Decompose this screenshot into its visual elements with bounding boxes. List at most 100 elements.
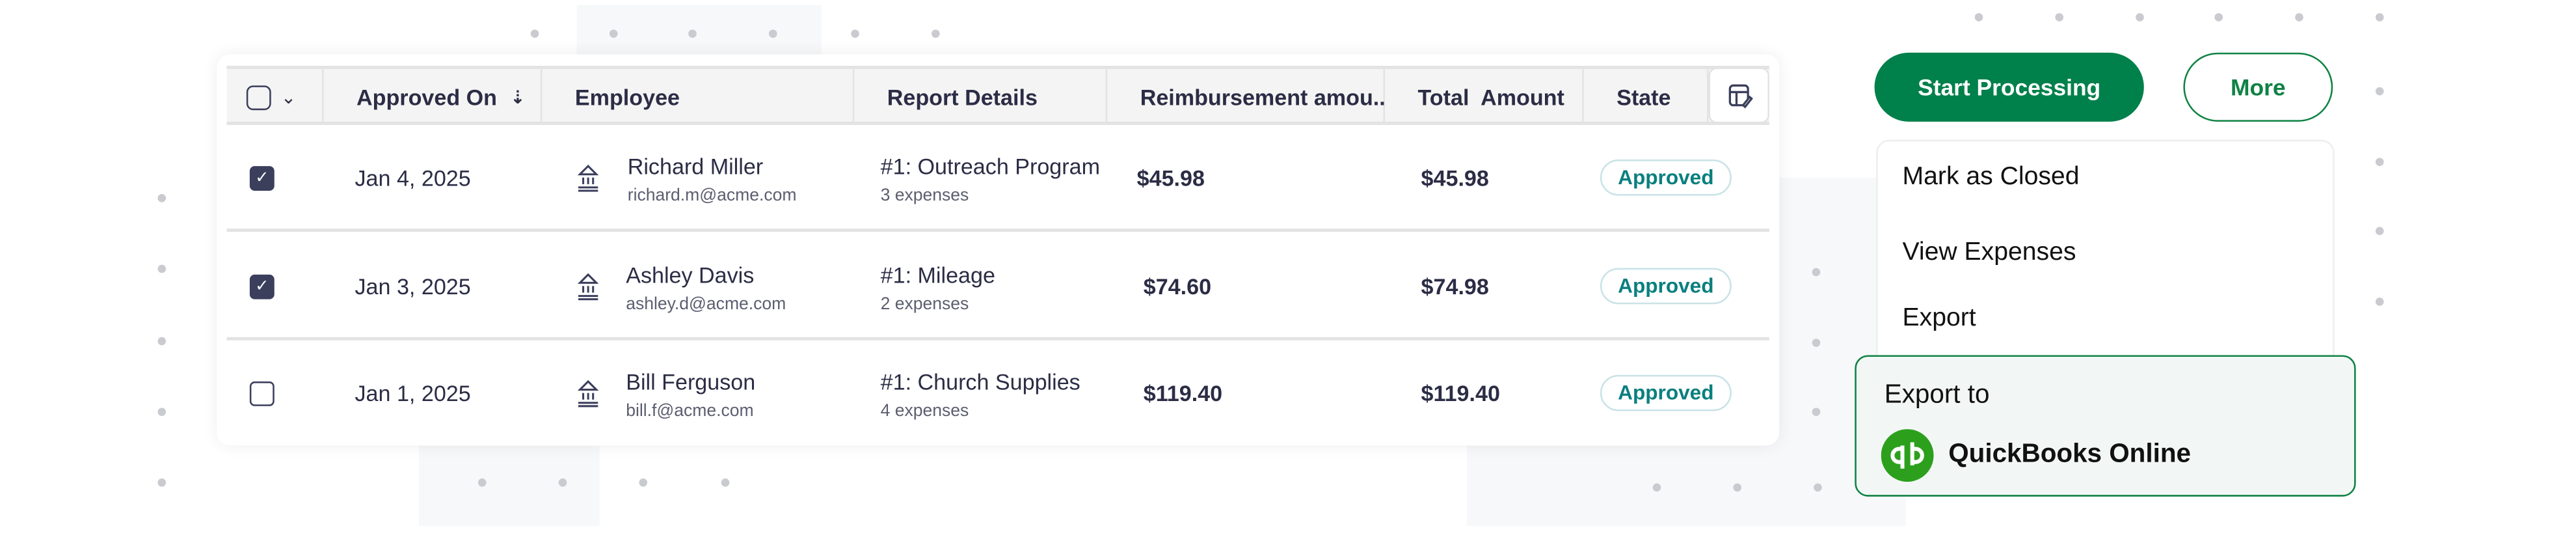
decorative-dot (157, 264, 165, 272)
table-edit-icon (1728, 84, 1752, 109)
table-row[interactable]: ✓ Jan 4, 2025 Richard Miller richard.m@ac… (226, 125, 1769, 232)
decorative-dot (1732, 482, 1741, 491)
reimbursement-amount: $119.40 (1143, 381, 1223, 406)
more-menu: Mark as Closed View Expenses Export (1876, 139, 2335, 370)
row-checkbox[interactable] (249, 381, 275, 406)
decorative-dot (2374, 226, 2383, 234)
decorative-dot (2374, 296, 2383, 305)
decorative-dot (2294, 12, 2303, 21)
reimbursement-amount: $74.60 (1143, 273, 1212, 299)
decorative-dot (1974, 12, 1983, 21)
export-submenu: Export to QuickBooks Online (1855, 355, 2356, 497)
menu-item-view-expenses[interactable]: View Expenses (1902, 238, 2076, 267)
employee-name[interactable]: Bill Ferguson (626, 370, 756, 395)
table-header: ⌄ Approved On ⇣ Employee Report Details R… (226, 66, 1769, 125)
decorative-dot (2374, 86, 2383, 95)
decorative-dot (850, 29, 859, 37)
decorative-dot (2214, 12, 2222, 21)
sort-descending-icon[interactable]: ⇣ (510, 88, 526, 108)
decorative-dot (2374, 12, 2383, 21)
decorative-dot (1812, 482, 1821, 491)
decorative-dot (1652, 482, 1661, 491)
decorative-dot (930, 29, 939, 37)
employee-name[interactable]: Ashley Davis (626, 262, 755, 287)
status-badge: Approved (1600, 374, 1732, 411)
report-cell: #1: Church Supplies 4 expenses (881, 370, 1080, 421)
report-cell: #1: Mileage 2 expenses (881, 262, 995, 313)
col-reimbursement[interactable]: Reimbursement amou.. (1107, 69, 1386, 125)
employee-email: richard.m@acme.com (627, 186, 797, 206)
column-settings-button[interactable] (1708, 67, 1769, 124)
bg-block (419, 436, 600, 527)
col-total-amount[interactable]: Total Amount (1385, 69, 1584, 125)
decorative-dot (2374, 157, 2383, 165)
decorative-dot (608, 29, 617, 37)
decorative-dot (157, 477, 165, 486)
approved-date: Jan 3, 2025 (355, 273, 471, 299)
employee-name[interactable]: Richard Miller (627, 154, 764, 180)
row-checkbox[interactable]: ✓ (249, 166, 275, 191)
decorative-dot (157, 336, 165, 345)
reimbursement-amount: $45.98 (1136, 166, 1205, 191)
col-label: State (1617, 85, 1671, 109)
decorative-dot (557, 477, 567, 486)
decorative-dot (638, 477, 647, 486)
expense-count: 3 expenses (880, 186, 969, 206)
report-title[interactable]: #1: Church Supplies (880, 370, 1080, 395)
col-report-details[interactable]: Report Details (854, 69, 1108, 125)
chevron-down-icon[interactable]: ⌄ (280, 88, 297, 108)
quickbooks-label: QuickBooks Online (1948, 440, 2191, 469)
bank-icon (577, 272, 599, 299)
report-title[interactable]: #1: Mileage (880, 262, 995, 287)
table-row[interactable]: Jan 1, 2025 Bill Ferguson bill.f@acme.com… (227, 341, 1769, 447)
decorative-dot (2134, 12, 2143, 21)
menu-item-export[interactable]: Export (1902, 304, 1976, 333)
more-button[interactable]: More (2183, 52, 2333, 122)
decorative-dot (1811, 407, 1819, 415)
bank-icon (577, 380, 599, 408)
report-cell: #1: Outreach Program 3 expenses (881, 154, 1100, 205)
expense-count: 4 expenses (880, 401, 969, 421)
row-checkbox[interactable]: ✓ (249, 273, 275, 299)
total-amount: $74.98 (1421, 273, 1489, 299)
decorative-dot (2054, 12, 2063, 21)
decorative-dot (1811, 337, 1819, 346)
decorative-dot (768, 29, 777, 37)
employee-email: bill.f@acme.com (626, 401, 754, 421)
report-title[interactable]: #1: Outreach Program (880, 154, 1101, 180)
col-employee[interactable]: Employee (542, 69, 855, 125)
employee-cell: Ashley Davis ashley.d@acme.com (626, 262, 786, 313)
reports-table: ⌄ Approved On ⇣ Employee Report Details R… (217, 54, 1780, 447)
quickbooks-logo-icon (1881, 429, 1934, 482)
select-all-control[interactable]: ⌄ (227, 69, 324, 125)
approved-date: Jan 4, 2025 (355, 166, 471, 191)
total-amount: $45.98 (1421, 166, 1489, 191)
table-row[interactable]: ✓ Jan 3, 2025 Ashley Davis ashley.d@acme.… (226, 232, 1769, 340)
employee-cell: Richard Miller richard.m@acme.com (628, 154, 797, 205)
decorative-dot (720, 477, 729, 486)
approved-date: Jan 1, 2025 (355, 381, 471, 406)
start-processing-button[interactable]: Start Processing (1874, 52, 2144, 122)
quickbooks-online-option[interactable]: QuickBooks Online (1881, 429, 2191, 482)
bank-icon (577, 164, 599, 192)
total-amount: $119.40 (1421, 381, 1500, 406)
checkmark-icon: ✓ (255, 277, 269, 296)
employee-cell: Bill Ferguson bill.f@acme.com (626, 370, 755, 421)
status-badge: Approved (1600, 267, 1732, 303)
decorative-dot (1811, 267, 1819, 276)
col-label: Reimbursement amou.. (1140, 85, 1386, 109)
decorative-dot (530, 29, 539, 37)
col-label: Report Details (887, 85, 1038, 109)
menu-item-mark-as-closed[interactable]: Mark as Closed (1902, 163, 2080, 191)
decorative-dot (157, 407, 165, 415)
select-all-checkbox[interactable] (246, 85, 271, 109)
col-label: Total Amount (1417, 85, 1564, 109)
col-state[interactable]: State (1584, 69, 1709, 125)
col-approved-on[interactable]: Approved On ⇣ (324, 69, 543, 125)
employee-email: ashley.d@acme.com (626, 293, 786, 314)
expense-count: 2 expenses (880, 293, 969, 314)
decorative-dot (157, 193, 165, 202)
decorative-dot (687, 29, 696, 37)
export-to-label: Export to (1884, 381, 1990, 410)
col-label: Employee (574, 85, 680, 109)
